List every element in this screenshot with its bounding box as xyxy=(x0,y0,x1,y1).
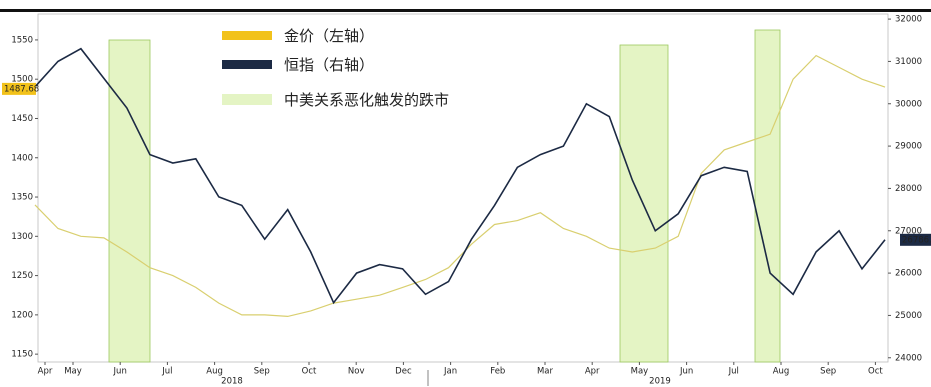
x-tick-label: Nov xyxy=(348,367,365,377)
last-value-tag xyxy=(2,82,36,95)
y2-tick-label: 29000 xyxy=(895,142,922,152)
y2-tick-label: 26000 xyxy=(895,269,922,279)
x-tick-label: Jun xyxy=(679,367,693,377)
y-tick-label: 1250 xyxy=(11,271,33,281)
last-value-label: 26786.26 xyxy=(902,235,931,245)
x-tick-label: Oct xyxy=(868,367,883,377)
x-tick-label: Dec xyxy=(395,367,412,377)
x-tick-label: May xyxy=(631,367,649,377)
y-tick-label: 1300 xyxy=(11,232,33,242)
y2-tick-label: 30000 xyxy=(895,99,922,109)
x-tick-label: Aug xyxy=(773,367,790,377)
shade-period xyxy=(619,44,669,363)
x-tick-label: Apr xyxy=(38,367,53,377)
y2-tick-label: 25000 xyxy=(895,311,922,321)
y2-tick-label: 32000 xyxy=(895,15,922,25)
x-tick-label: Apr xyxy=(585,367,600,377)
year-label: 2018 xyxy=(221,377,243,387)
gold-line xyxy=(34,54,886,318)
y-tick-label: 1500 xyxy=(11,75,33,85)
legend-label: 金价（左轴） xyxy=(284,27,374,45)
legend-swatch xyxy=(222,31,272,40)
shaded-periods xyxy=(108,29,781,363)
y2-tick-label: 24000 xyxy=(895,353,922,363)
y2-tick-label: 28000 xyxy=(895,184,922,194)
y-tick-label: 1450 xyxy=(11,114,33,124)
y-tick-label: 1550 xyxy=(11,35,33,45)
y-tick-label: 1400 xyxy=(11,153,33,163)
x-tick-label: Jul xyxy=(161,367,172,377)
x-tick-label: Jun xyxy=(113,367,127,377)
x-tick-label: Mar xyxy=(537,367,554,377)
header-rule xyxy=(0,9,931,12)
y2-tick-label: 31000 xyxy=(895,57,922,67)
legend-swatch xyxy=(222,60,272,69)
x-tick-label: Oct xyxy=(302,367,317,377)
legend-swatch xyxy=(222,94,272,105)
x-tick-label: Aug xyxy=(206,367,223,377)
x-tick-label: Sep xyxy=(820,367,836,377)
x-tick-label: May xyxy=(64,367,82,377)
y-tick-label: 1150 xyxy=(11,350,33,360)
legend-label: 中美关系恶化触发的跌市 xyxy=(284,91,449,109)
last-value-label: 1487.68 xyxy=(4,84,39,94)
shade-period xyxy=(754,29,781,363)
x-tick-label: Feb xyxy=(490,367,505,377)
y2-tick-label: 27000 xyxy=(895,226,922,236)
year-label: 2019 xyxy=(649,377,671,387)
x-tick-label: Jul xyxy=(728,367,739,377)
x-tick-label: Sep xyxy=(254,367,270,377)
legend-label: 恒指（右轴） xyxy=(284,56,374,74)
y-tick-label: 1200 xyxy=(11,310,33,320)
hsi-line xyxy=(34,47,886,305)
x-tick-label: Jan xyxy=(443,367,457,377)
y-tick-label: 1350 xyxy=(11,193,33,203)
last-value-tag xyxy=(900,233,931,246)
shade-period xyxy=(108,39,151,363)
